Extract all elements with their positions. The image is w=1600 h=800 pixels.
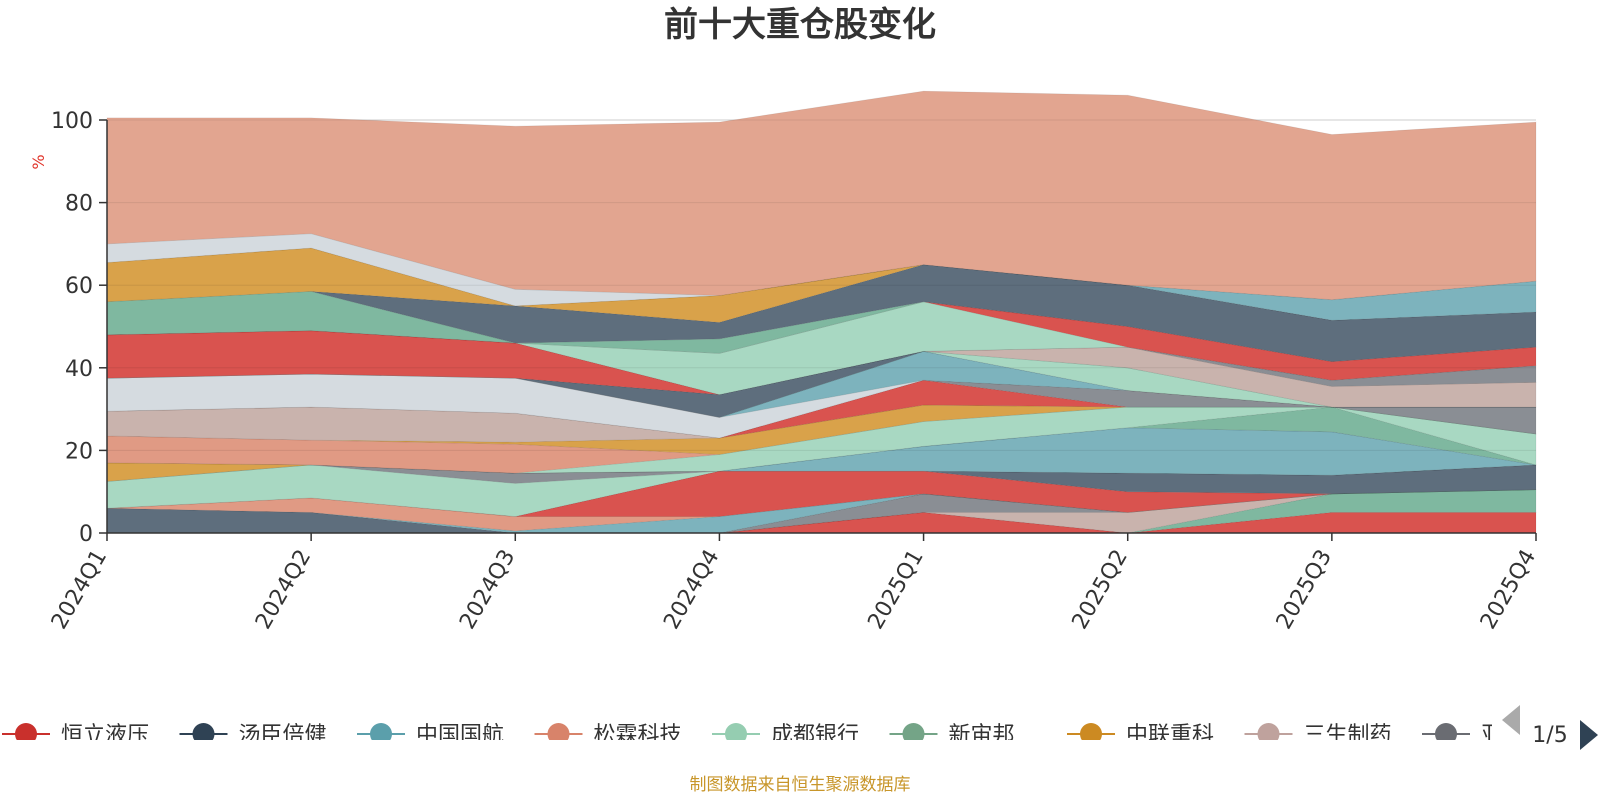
y-tick-label: 40 [65, 357, 93, 382]
legend-label: 松霖科技 [594, 723, 682, 748]
area-band [106, 301, 1537, 381]
x-tick-label: 2024Q3 [455, 546, 520, 634]
legend-marker [1257, 723, 1280, 740]
x-tick-label: 2025Q2 [1068, 546, 1133, 634]
legend-item[interactable]: 中联重科 [1067, 723, 1214, 748]
legend-label: 汤臣倍健 [239, 723, 327, 748]
legend-label: 成都银行 [771, 723, 859, 748]
legend-page-indicator: 1/5 [1532, 723, 1567, 748]
legend-pager[interactable]: 1/5 [1502, 705, 1598, 750]
area-band [106, 346, 1537, 408]
legend-marker [370, 723, 392, 740]
legend-label: 恒立液压 [61, 723, 149, 748]
y-tick-label: 100 [51, 109, 93, 134]
area-band [106, 350, 1536, 418]
y-tick-label: 60 [65, 274, 93, 299]
y-axis-unit: % [29, 154, 48, 169]
y-tick-label: 0 [79, 522, 93, 547]
legend-item[interactable]: 成都银行 [712, 723, 859, 748]
legend-marker [725, 723, 747, 740]
area-band [106, 406, 1537, 474]
x-tick-label: 2024Q1 [47, 546, 112, 634]
legend-items[interactable]: 恒立液压 汤臣倍健 中国国航 松霖科技 成都银行 新宙邦 中联重科 三生制药 亚士 [2, 723, 1525, 748]
source-note: 制图数据来自恒生聚源数据库 [690, 775, 911, 795]
y-tick-label: 20 [65, 439, 93, 464]
legend-label: 亚士 [1481, 723, 1525, 748]
axes [99, 119, 1537, 541]
x-tick-label: 2025Q1 [863, 546, 928, 634]
legend-label: 中联重科 [1126, 723, 1214, 748]
legend-marker [902, 723, 925, 740]
x-tick-labels: 2024Q1 2024Q2 2024Q3 2024Q4 2025Q1 2025Q2 2025… [47, 546, 1541, 634]
area-band [106, 90, 1537, 301]
area-band [106, 350, 1536, 418]
legend-item[interactable]: 恒立液压 [2, 723, 149, 748]
area-series [106, 90, 1537, 534]
legend-marker [1435, 723, 1457, 740]
legend-item[interactable]: 中国国航 [357, 723, 504, 748]
legend-item[interactable]: 三生制药 [1244, 723, 1392, 748]
legend-item[interactable]: 松霖科技 [534, 723, 682, 748]
x-tick-label: 2024Q4 [659, 546, 724, 634]
area-band [106, 350, 1536, 418]
legend-label: 中国国航 [416, 723, 504, 748]
legend-label: 新宙邦 [949, 723, 1015, 748]
x-tick-label: 2025Q4 [1476, 546, 1541, 634]
legend-label: 三生制药 [1304, 723, 1392, 748]
legend-item[interactable]: 汤臣倍健 [179, 723, 327, 748]
legend-item[interactable]: 新宙邦 [889, 723, 1015, 748]
area-band [106, 233, 1537, 307]
legend-prev-icon[interactable] [1502, 705, 1520, 735]
x-tick-label: 2024Q2 [251, 546, 316, 634]
y-tick-label: 80 [65, 192, 93, 217]
area-band [106, 264, 1537, 363]
x-tick-label: 2025Q3 [1272, 546, 1337, 634]
area-band [106, 350, 1536, 418]
chart-title: 前十大重仓股变化 [664, 5, 936, 45]
y-tick-labels: 0 20 40 60 80 100 [51, 109, 93, 547]
legend-marker [547, 723, 570, 740]
area-band [106, 404, 1537, 443]
legend-item[interactable]: 亚士 [1422, 723, 1525, 748]
legend-marker [15, 723, 37, 740]
legend-next-icon[interactable] [1580, 720, 1598, 750]
legend[interactable]: 恒立液压 汤臣倍健 中国国航 松霖科技 成都银行 新宙邦 中联重科 三生制药 亚士 [2, 723, 1525, 748]
legend-marker [192, 723, 215, 740]
area-band [106, 379, 1537, 439]
area-band [106, 247, 1537, 321]
legend-marker [1080, 723, 1102, 740]
